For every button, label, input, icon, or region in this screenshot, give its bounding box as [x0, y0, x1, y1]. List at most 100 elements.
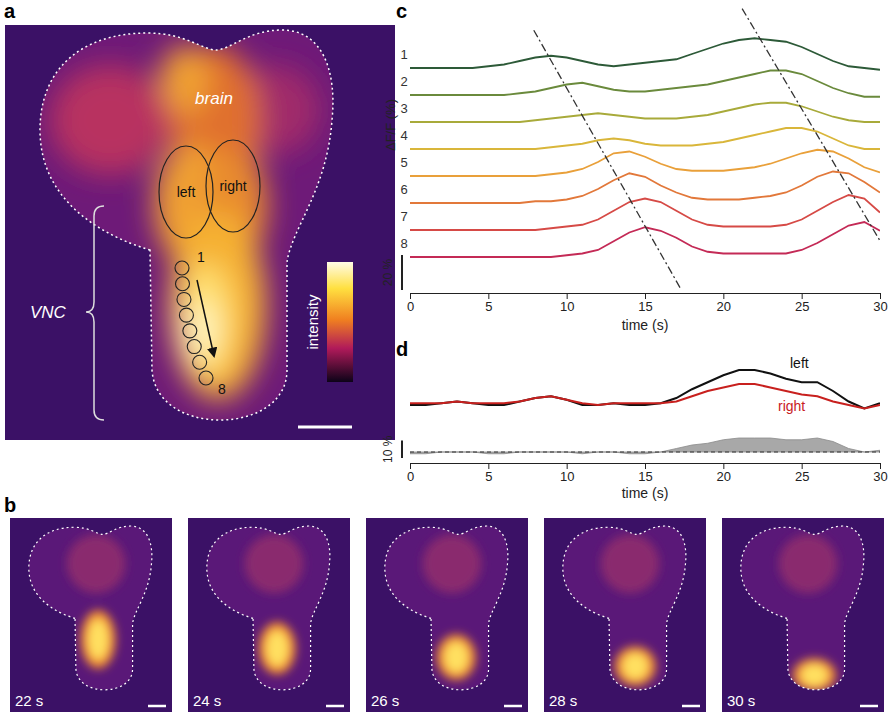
y-axis-title: ΔF/F (%): [383, 99, 398, 151]
frame-image: [385, 526, 508, 690]
trace: [410, 103, 880, 122]
roi-circle: [177, 292, 191, 306]
frame-background: [544, 518, 706, 712]
scale-bar: [860, 705, 878, 708]
glow: [601, 534, 660, 593]
trace-label: 7: [400, 209, 407, 224]
frame-time: 26 s: [371, 692, 399, 709]
wave-front: [742, 9, 880, 241]
trace-label: 5: [400, 155, 407, 170]
x-tick-mark: [802, 293, 803, 299]
trace-label: 4: [400, 128, 407, 143]
scale-bar: [401, 441, 403, 459]
x-tick-label: 15: [638, 299, 652, 314]
x-tick-mark: [488, 463, 489, 469]
x-tick: 20: [717, 463, 731, 484]
roi-circle: [175, 277, 189, 291]
x-tick: 0: [407, 293, 414, 314]
x-tick: 10: [560, 463, 574, 484]
roi-label: left: [177, 184, 196, 200]
x-tick: 10: [560, 293, 574, 314]
roi-circle: [199, 371, 213, 385]
frame: 24 s: [188, 518, 350, 712]
frame-background: [722, 518, 884, 712]
glow: [50, 65, 170, 175]
frame-image: [741, 526, 864, 692]
brace: [86, 206, 104, 420]
x-tick: 30: [873, 463, 887, 484]
hotspot-halo: [81, 610, 116, 669]
panel-letter: c: [396, 0, 407, 22]
outline: [385, 526, 508, 690]
x-tick-label: 0: [407, 299, 414, 314]
x-axis: 051015202530: [407, 463, 888, 484]
x-tick-label: 10: [560, 299, 574, 314]
x-tick-label: 20: [717, 299, 731, 314]
x-tick-label: 5: [485, 469, 492, 484]
outline: [40, 30, 333, 420]
tissue-base: [385, 526, 508, 690]
frame: 22 s: [10, 518, 172, 712]
x-tick-label: 30: [873, 469, 887, 484]
x-tick: 25: [795, 293, 809, 314]
x-tick-mark: [880, 463, 881, 469]
x-tick: 5: [485, 463, 492, 484]
frame: 30 s: [722, 518, 884, 712]
x-tick: 25: [795, 463, 809, 484]
trace-label: 1: [400, 47, 407, 62]
arrow: [197, 280, 214, 356]
x-tick-mark: [645, 293, 646, 299]
roi-label: right: [219, 178, 246, 194]
frame-background: [10, 518, 172, 712]
panel-letter: d: [396, 338, 408, 360]
panel-c: 12345678051015202530time (s)ΔF/F (%)20 %: [381, 9, 888, 333]
frame-image: [29, 526, 152, 690]
trace: [410, 71, 880, 97]
frame-image: [563, 526, 686, 690]
x-tick: 15: [638, 293, 652, 314]
plot-area: [410, 9, 880, 290]
hotspot: [266, 630, 288, 666]
region-label: brain: [195, 89, 233, 108]
frame-background: [188, 518, 350, 712]
trace: [410, 150, 880, 176]
x-tick: 15: [638, 463, 652, 484]
x-tick-mark: [488, 293, 489, 299]
region-label: VNC: [30, 303, 67, 322]
scale-bar-label: 10 %: [381, 435, 395, 463]
figure: brainleftright18VNCintensitya22 s24 s26 …: [0, 0, 893, 717]
hotspot: [801, 664, 828, 686]
tissue: [40, 30, 333, 420]
outline: [563, 526, 686, 690]
x-tick-mark: [723, 293, 724, 299]
panel-d: leftright051015202530time (s)10 %: [381, 355, 888, 501]
glow: [245, 534, 304, 593]
wave-front: [534, 30, 681, 289]
frame-time: 22 s: [15, 692, 43, 709]
roi-circle: [179, 308, 193, 322]
roi-circle: [193, 355, 207, 369]
trace: [410, 128, 880, 149]
frame: 26 s: [366, 518, 528, 712]
trace: [410, 384, 880, 409]
x-tick-mark: [645, 463, 646, 469]
frame-time: 30 s: [727, 692, 755, 709]
scale-bar: [682, 705, 700, 708]
trace-label: right: [778, 398, 805, 414]
roi-number: 1: [197, 249, 205, 265]
tissue-base: [40, 30, 333, 420]
scale-bar: [326, 705, 344, 708]
x-axis: 051015202530: [407, 293, 888, 314]
tissue-base: [29, 526, 152, 690]
roi-circle: [187, 340, 201, 354]
panel-letter: b: [4, 494, 16, 516]
hotspot: [88, 619, 108, 659]
x-tick-label: 25: [795, 469, 809, 484]
glow: [188, 300, 216, 360]
frame-tissue: [741, 526, 864, 692]
x-tick: 30: [873, 293, 887, 314]
frame-tissue: [385, 526, 508, 690]
outline: [29, 526, 152, 690]
roi-outline: [159, 146, 213, 238]
x-tick-mark: [567, 463, 568, 469]
